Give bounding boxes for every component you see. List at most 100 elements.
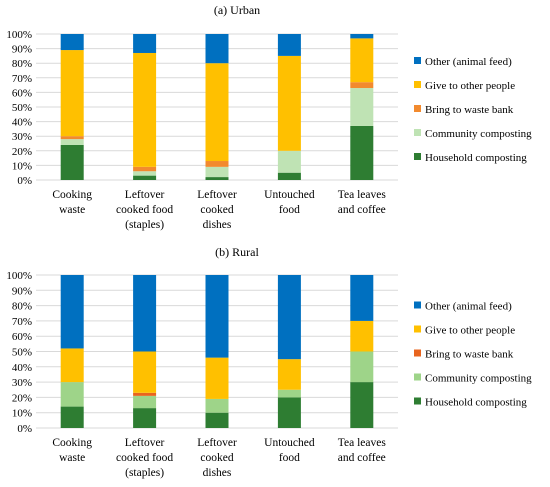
y-tick-label: 40% xyxy=(12,117,32,129)
bar-segment-give-to-other-people xyxy=(350,38,374,83)
x-category-label: cooked food xyxy=(116,204,173,216)
x-category-label: food xyxy=(279,204,300,216)
legend-swatch xyxy=(414,81,421,88)
bar-segment-community-composting xyxy=(133,171,157,176)
bar-segment-household-composting xyxy=(277,397,301,428)
bar-segment-other-animal-feed xyxy=(60,34,84,51)
legend-label: Other (animal feed) xyxy=(425,56,512,68)
urban-chart: (a) Urban 0% 10% 20% 30% 40% 50% 60% 70% 80% 90% 10… xyxy=(6,3,532,231)
y-tick-label: 0% xyxy=(17,175,32,187)
bar-segment-give-to-other-people xyxy=(205,63,229,162)
y-tick-label: 10% xyxy=(12,408,32,420)
x-category-label: Leftover xyxy=(197,189,237,201)
y-tick-label: 20% xyxy=(12,392,32,404)
x-category-label: waste xyxy=(59,452,85,464)
bar-segment-bring-to-waste-bank xyxy=(350,82,374,89)
bar-segment-household-composting xyxy=(205,177,229,180)
x-category-label: (staples) xyxy=(125,219,164,231)
y-tick-label: 60% xyxy=(12,331,32,343)
legend-label: Household composting xyxy=(425,397,527,409)
legend-label: Community composting xyxy=(425,128,532,140)
y-tick-label: 90% xyxy=(12,44,32,56)
bar-segment-other-animal-feed xyxy=(205,275,229,358)
y-tick-label: 100% xyxy=(6,270,32,282)
bar-segment-community-composting xyxy=(205,166,229,178)
y-tick-label: 30% xyxy=(12,377,32,389)
bar-segment-give-to-other-people xyxy=(350,320,374,352)
y-tick-label: 30% xyxy=(12,131,32,143)
x-category-label: and coffee xyxy=(338,204,386,216)
bar-segment-give-to-other-people xyxy=(133,351,157,393)
chart-title: (b) Rural xyxy=(215,245,259,259)
bar-segment-community-composting xyxy=(350,88,374,126)
x-category-label: cooked xyxy=(200,204,233,216)
bar-segment-household-composting xyxy=(350,382,374,428)
bar-segment-other-animal-feed xyxy=(350,275,374,321)
legend-swatch xyxy=(414,373,421,381)
bar-segment-give-to-other-people xyxy=(60,348,84,383)
bar-segment-community-composting xyxy=(60,382,84,407)
bar-segment-other-animal-feed xyxy=(133,34,157,53)
bar-segment-give-to-other-people xyxy=(60,50,84,137)
bar-segment-give-to-other-people xyxy=(277,359,301,390)
y-tick-label: 10% xyxy=(12,160,32,172)
y-tick-label: 0% xyxy=(17,423,32,435)
x-category-label: Untouched xyxy=(264,189,315,201)
bar-segment-give-to-other-people xyxy=(205,357,229,399)
x-category-label: food xyxy=(279,452,300,464)
legend-swatch xyxy=(414,129,421,136)
bar-segment-community-composting xyxy=(133,395,157,409)
bar-segment-household-composting xyxy=(277,172,301,180)
y-tick-label: 40% xyxy=(12,362,32,374)
bar-segment-community-composting xyxy=(277,389,301,398)
bar-segment-other-animal-feed xyxy=(277,275,301,360)
legend-swatch xyxy=(414,57,421,64)
legend-swatch xyxy=(414,105,421,112)
y-tick-label: 80% xyxy=(12,301,32,313)
y-tick-label: 60% xyxy=(12,87,32,99)
legend-label: Household composting xyxy=(425,152,527,164)
y-tick-label: 50% xyxy=(12,347,32,359)
x-category-label: and coffee xyxy=(338,452,386,464)
bar-segment-bring-to-waste-bank xyxy=(133,392,157,396)
legend-label: Give to other people xyxy=(425,80,515,92)
x-category-label: waste xyxy=(59,204,85,216)
legend-label: Bring to waste bank xyxy=(425,104,514,116)
bar-segment-community-composting xyxy=(277,150,301,173)
legend-swatch xyxy=(414,397,421,405)
bar-segment-community-composting xyxy=(350,351,374,383)
bar-segment-household-composting xyxy=(60,406,84,428)
legend-swatch xyxy=(414,301,421,309)
x-category-label: Untouched xyxy=(264,437,315,449)
bar-segment-community-composting xyxy=(60,139,84,145)
legend-label: Bring to waste bank xyxy=(425,349,514,361)
bar-segment-household-composting xyxy=(60,144,84,180)
x-category-label: Tea leaves xyxy=(338,189,387,201)
bar-segment-bring-to-waste-bank xyxy=(205,161,229,167)
x-category-label: Cooking xyxy=(52,189,92,201)
bar-segment-give-to-other-people xyxy=(277,55,301,151)
bar-segment-other-animal-feed xyxy=(60,275,84,349)
x-category-label: Leftover xyxy=(197,437,237,449)
bar-segment-household-composting xyxy=(133,408,157,428)
bar-segment-other-animal-feed xyxy=(277,34,301,56)
bar-segment-other-animal-feed xyxy=(205,34,229,64)
chart-title: (a) Urban xyxy=(214,3,260,17)
rural-chart: (b) Rural 0% 10% 20% 30% 40% 50% 60% 70% 80% 90% 10… xyxy=(6,245,532,479)
legend-swatch xyxy=(414,349,421,357)
x-category-label: (staples) xyxy=(125,467,164,479)
x-category-label: Cooking xyxy=(52,437,92,449)
y-tick-label: 90% xyxy=(12,285,32,297)
y-tick-label: 70% xyxy=(12,73,32,85)
y-tick-label: 20% xyxy=(12,146,32,158)
bar-segment-other-animal-feed xyxy=(133,275,157,352)
y-tick-label: 100% xyxy=(6,29,32,41)
y-tick-label: 50% xyxy=(12,102,32,114)
legend-label: Give to other people xyxy=(425,325,515,337)
x-category-label: cooked food xyxy=(116,452,173,464)
x-category-label: cooked xyxy=(200,452,233,464)
x-category-label: dishes xyxy=(203,219,232,231)
y-tick-label: 70% xyxy=(12,316,32,328)
bar-segment-household-composting xyxy=(350,125,374,180)
